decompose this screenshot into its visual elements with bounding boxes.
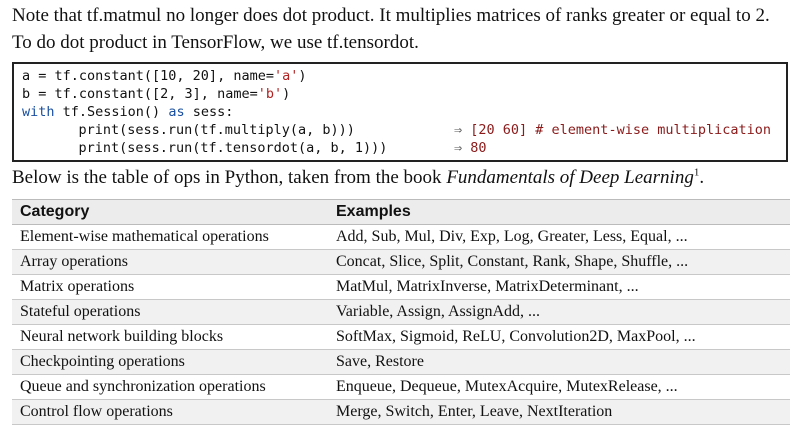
examples-cell: SoftMax, Sigmoid, ReLU, Convolution2D, M…	[328, 324, 790, 350]
table-row: Queue and synchronization operations Enqu…	[12, 374, 790, 400]
output-comment-2: ⇒ 80	[454, 139, 487, 157]
table-row: Checkpointing operations Save, Restore	[12, 349, 790, 375]
code-line-2: b = tf.constant([2, 3], name='b')	[22, 85, 290, 103]
category-cell: Checkpointing operations	[12, 349, 328, 375]
category-cell: Element-wise mathematical operations	[12, 224, 328, 250]
examples-cell: Enqueue, Dequeue, MutexAcquire, MutexRel…	[328, 374, 790, 400]
code-string: 'b'	[257, 86, 283, 102]
code-block: a = tf.constant([10, 20], name='a') b = …	[12, 62, 788, 162]
code-line-5: print(sess.run(tf.tensordot(a, b, 1)))	[46, 139, 388, 157]
category-cell: Control flow operations	[12, 399, 328, 425]
table-row: Element-wise mathematical operations Add,…	[12, 224, 790, 250]
code-text: tf.Session()	[54, 104, 169, 120]
table-row: Stateful operations Variable, Assign, Ass…	[12, 299, 790, 325]
output-text: 80	[462, 140, 487, 156]
footnote-marker: 1	[693, 166, 700, 179]
examples-cell: Variable, Assign, AssignAdd, ...	[328, 299, 790, 325]
intro-text: Below is the table of ops in Python, tak…	[12, 167, 447, 188]
code-text: print(sess.run(tf.tensordot(a, b, 1)))	[46, 140, 388, 156]
examples-cell: Save, Restore	[328, 349, 790, 375]
book-title: Fundamentals of Deep Learning	[446, 167, 694, 188]
code-text: b = tf.constant([2, 3], name=	[22, 86, 258, 102]
table-header-row: Category Examples	[12, 199, 790, 225]
code-text: )	[282, 86, 291, 102]
table-intro: Below is the table of ops in Python, tak…	[12, 164, 792, 191]
code-keyword: with	[22, 104, 55, 120]
output-comment-1: ⇒ [20 60] # element-wise multiplication	[454, 121, 771, 139]
table-row: Neural network building blocks SoftMax, S…	[12, 324, 790, 350]
code-line-3: with tf.Session() as sess:	[22, 103, 233, 121]
code-line-1: a = tf.constant([10, 20], name='a')	[22, 67, 307, 85]
code-keyword: as	[168, 104, 185, 120]
result-arrow-icon: ⇒	[454, 122, 463, 138]
examples-cell: Merge, Switch, Enter, Leave, NextIterati…	[328, 399, 790, 425]
examples-cell: Add, Sub, Mul, Div, Exp, Log, Greater, L…	[328, 224, 790, 250]
ops-table: Category Examples Element-wise mathemati…	[12, 199, 790, 425]
category-cell: Matrix operations	[12, 274, 328, 300]
header-examples: Examples	[328, 199, 790, 225]
category-cell: Neural network building blocks	[12, 324, 328, 350]
code-text: sess:	[184, 104, 234, 120]
category-cell: Array operations	[12, 249, 328, 275]
category-cell: Queue and synchronization operations	[12, 374, 328, 400]
examples-cell: MatMul, MatrixInverse, MatrixDeterminant…	[328, 274, 790, 300]
result-arrow-icon: ⇒	[454, 140, 463, 156]
examples-cell: Concat, Slice, Split, Constant, Rank, Sh…	[328, 249, 790, 275]
code-text: print(sess.run(tf.multiply(a, b)))	[46, 122, 355, 138]
output-text: [20 60] # element-wise multiplication	[462, 122, 771, 138]
paragraph-matmul-note: Note that tf.matmul no longer does dot p…	[12, 5, 770, 26]
category-cell: Stateful operations	[12, 299, 328, 325]
table-row: Control flow operations Merge, Switch, En…	[12, 399, 790, 425]
paragraph-tensordot-note: To do dot product in TensorFlow, we use …	[12, 32, 419, 53]
table-row: Array operations Concat, Slice, Split, Co…	[12, 249, 790, 275]
table-row: Matrix operations MatMul, MatrixInverse, …	[12, 274, 790, 300]
intro-period: .	[699, 167, 705, 188]
header-category: Category	[12, 199, 328, 225]
code-line-4: print(sess.run(tf.multiply(a, b)))	[46, 121, 355, 139]
code-string: 'a'	[273, 68, 299, 84]
code-text: )	[298, 68, 307, 84]
code-text: a = tf.constant([10, 20], name=	[22, 68, 274, 84]
